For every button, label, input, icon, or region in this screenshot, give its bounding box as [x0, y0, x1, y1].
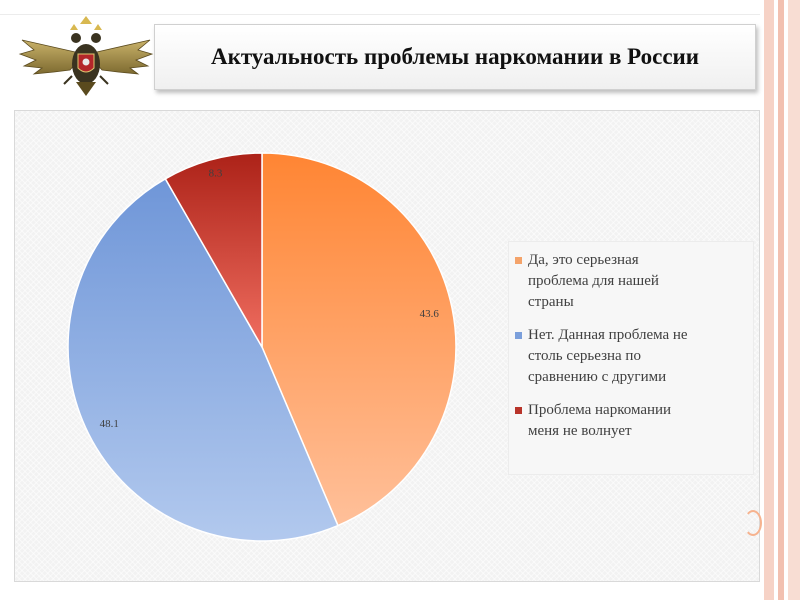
legend-swatch-1: [515, 332, 522, 339]
chart-legend: Да, это серьезная проблема для нашей стр…: [508, 241, 754, 475]
pie-chart: 43.6 48.1 8.3: [67, 152, 457, 542]
legend-swatch-2: [515, 407, 522, 414]
data-label-1: 48.1: [100, 418, 119, 430]
pie-slice-1: [67, 177, 339, 542]
legend-label: Нет. Данная проблема не столь серьезна п…: [528, 327, 688, 385]
pie-slice-0: [261, 152, 457, 527]
decor-stripe: [778, 0, 784, 600]
legend-swatch-0: [515, 257, 522, 264]
data-label-0: 43.6: [420, 308, 440, 320]
legend-item: Проблема наркомании меня не волнует: [515, 400, 747, 442]
legend-item: Нет. Данная проблема не столь серьезна п…: [515, 325, 747, 388]
chart-area: 43.6 48.1 8.3 Да, это серьезная проблема д…: [14, 110, 760, 582]
top-rule: [0, 14, 760, 15]
eagle-emblem-icon: [18, 16, 154, 96]
slide-title: Актуальность проблемы наркомании в Росси…: [210, 44, 700, 69]
decor-stripe: [764, 0, 774, 600]
title-box: Актуальность проблемы наркомании в Росси…: [154, 24, 756, 90]
legend-label: Проблема наркомании меня не волнует: [528, 402, 672, 439]
pie-slice-2: [164, 152, 263, 350]
decor-circle: [744, 510, 762, 536]
legend-label: Да, это серьезная проблема для нашей стр…: [528, 252, 659, 310]
legend-item: Да, это серьезная проблема для нашей стр…: [515, 250, 747, 313]
decor-stripe: [788, 0, 800, 600]
data-label-2: 8.3: [209, 168, 223, 180]
